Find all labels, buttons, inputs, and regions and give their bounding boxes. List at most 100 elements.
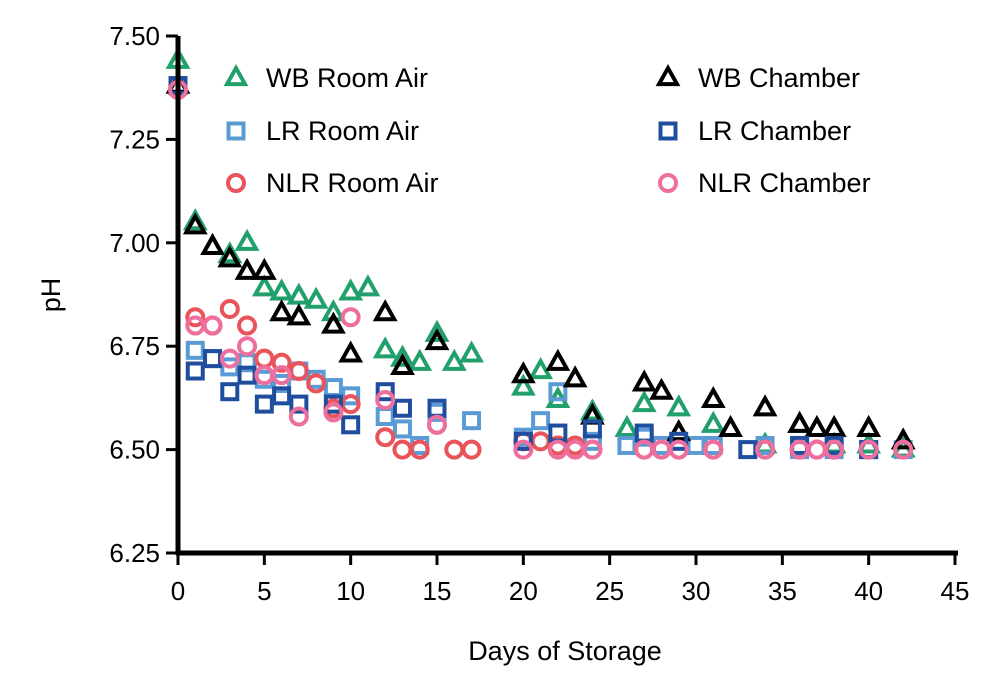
data-point [528, 357, 554, 380]
data-point [424, 319, 450, 342]
data-point [617, 435, 637, 455]
series-nlr-chamber [168, 79, 914, 460]
y-tick-label: 7.00 [109, 228, 160, 258]
legend: WB Room Air LR Room Air NLR Room Air WB Cha… [223, 63, 871, 198]
data-point [355, 274, 381, 297]
data-point [513, 439, 534, 460]
data-point [390, 352, 415, 375]
legend-marker [658, 173, 678, 193]
legend-label: WB Room Air [266, 63, 428, 93]
x-tick-label: 15 [423, 576, 452, 606]
y-tick-label: 6.50 [109, 435, 160, 465]
legend-label: NLR Room Air [266, 168, 439, 198]
data-point [185, 340, 205, 360]
legend-item-nlr-chamber: NLR Chamber [658, 168, 871, 198]
x-tick-label: 10 [336, 576, 365, 606]
legend-marker [226, 173, 246, 193]
data-point [738, 440, 758, 460]
data-point [545, 348, 571, 371]
data-point [338, 278, 364, 301]
data-point [703, 439, 724, 460]
data-point [306, 373, 327, 394]
data-point [320, 311, 346, 334]
data-point [548, 382, 568, 402]
data-point [220, 357, 240, 377]
data-point [424, 328, 450, 351]
series-wb-chamber [165, 71, 916, 450]
data-point [858, 439, 879, 460]
legend-marker [655, 64, 681, 87]
data-point [220, 382, 240, 402]
data-point [893, 439, 914, 460]
legend-item-lr-chamber: LR Chamber [658, 116, 851, 146]
data-point [202, 315, 223, 336]
data-point [392, 419, 412, 439]
data-point [427, 414, 447, 435]
data-point [340, 307, 361, 328]
data-point [666, 394, 692, 417]
data-point [582, 431, 602, 451]
data-point [185, 361, 205, 381]
data-point [686, 435, 706, 455]
series-wb-room-air [165, 46, 916, 458]
legend-item-wb-room-air: WB Room Air [223, 63, 428, 93]
data-point [271, 352, 292, 373]
data-point [390, 344, 415, 367]
data-point [700, 410, 726, 433]
x-tick-label: 0 [171, 576, 185, 606]
data-point [185, 307, 206, 328]
legend-marker [658, 121, 678, 141]
data-point [303, 286, 329, 309]
data-point [323, 402, 344, 423]
data-point [323, 378, 343, 398]
data-point [288, 406, 309, 427]
data-point [459, 340, 484, 363]
data-point [579, 398, 605, 421]
data-point [269, 299, 295, 322]
legend-marker [223, 64, 249, 87]
data-point [182, 208, 208, 231]
data-point [513, 431, 533, 451]
data-point [375, 407, 395, 427]
data-point [234, 228, 260, 251]
data-point [289, 394, 309, 414]
data-point [392, 398, 412, 418]
data-point [200, 232, 225, 256]
data-point [272, 386, 292, 406]
y-axis-title: pH [36, 278, 66, 313]
data-point [409, 439, 430, 460]
x-tick-label: 30 [682, 576, 711, 606]
data-point [631, 369, 657, 392]
data-point [510, 373, 536, 396]
legend-label: LR Room Air [266, 116, 419, 146]
data-point [752, 394, 778, 417]
data-point [806, 439, 827, 460]
legend-label: NLR Chamber [698, 168, 871, 198]
data-point [372, 299, 398, 322]
data-point [375, 389, 396, 410]
data-point [251, 257, 277, 280]
data-point [821, 414, 847, 437]
data-point [531, 411, 551, 431]
x-tick-label: 5 [257, 576, 271, 606]
data-point [375, 427, 396, 448]
data-point [890, 427, 916, 450]
data-point [323, 394, 343, 414]
data-point [666, 419, 692, 442]
data-point [254, 348, 275, 369]
data-point [286, 303, 312, 326]
data-point [203, 349, 223, 369]
data-point [407, 348, 433, 371]
data-point [461, 439, 482, 460]
data-point [510, 361, 536, 384]
data-point [824, 439, 845, 460]
data-point [444, 439, 465, 460]
data-point [649, 377, 674, 400]
x-tick-label: 25 [595, 576, 624, 606]
data-point [462, 411, 482, 431]
data-point [392, 439, 413, 460]
data-point [441, 348, 467, 371]
data-point [237, 336, 258, 357]
axis-ticks: 0 5 10 15 20 25 30 35 40 45 6.25 6.50 6.75 7.00 7.25 7.… [109, 21, 969, 606]
